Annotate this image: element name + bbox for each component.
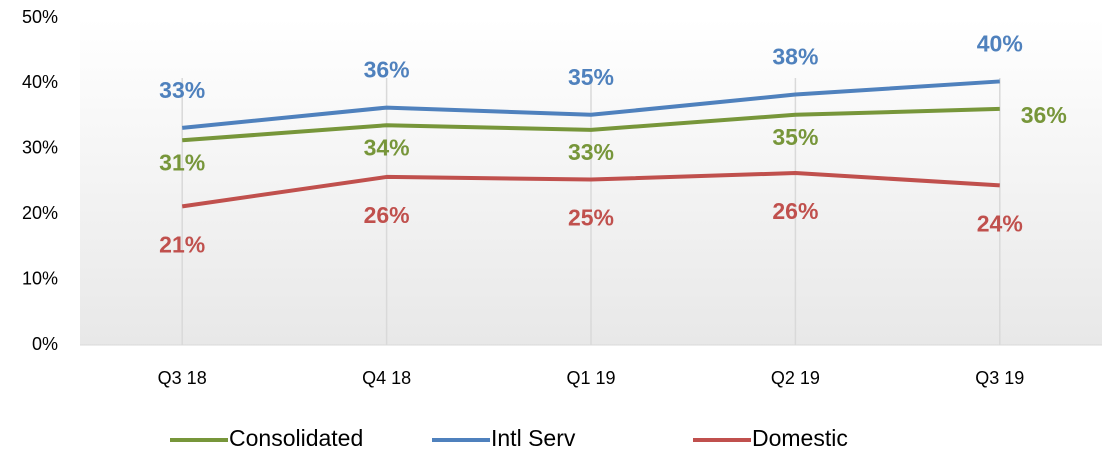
x-tick-label: Q3 18 [158,368,207,388]
y-tick-label: 10% [22,268,58,288]
legend-label: Domestic [752,425,848,451]
data-label: 40% [977,31,1023,57]
data-label: 35% [772,124,818,150]
data-label: 25% [568,205,614,231]
y-tick-label: 30% [22,138,58,158]
series-line [182,79,1000,130]
series-line [182,106,1000,143]
x-tick-label: Q4 18 [362,368,411,388]
data-label: 21% [159,231,205,257]
data-label: 34% [364,134,410,160]
data-label: 24% [977,211,1023,237]
data-label: 36% [364,57,410,83]
data-label: 36% [1021,102,1067,128]
x-tick-label: Q1 19 [566,368,615,388]
y-tick-label: 40% [22,72,58,92]
series-line [181,170,1000,209]
data-label: 35% [568,64,614,90]
data-label: 33% [568,139,614,165]
legend-label: Intl Serv [491,425,576,451]
data-label: 26% [364,202,410,228]
y-tick-label: 20% [22,203,58,223]
data-label: 33% [159,77,205,103]
y-tick-label: 50% [22,7,58,27]
y-tick-label: 0% [32,334,58,354]
x-tick-label: Q2 19 [771,368,820,388]
legend-label: Consolidated [229,425,363,451]
data-label: 26% [772,198,818,224]
data-label: 38% [772,44,818,70]
data-label: 31% [159,149,205,175]
x-tick-label: Q3 19 [975,368,1024,388]
